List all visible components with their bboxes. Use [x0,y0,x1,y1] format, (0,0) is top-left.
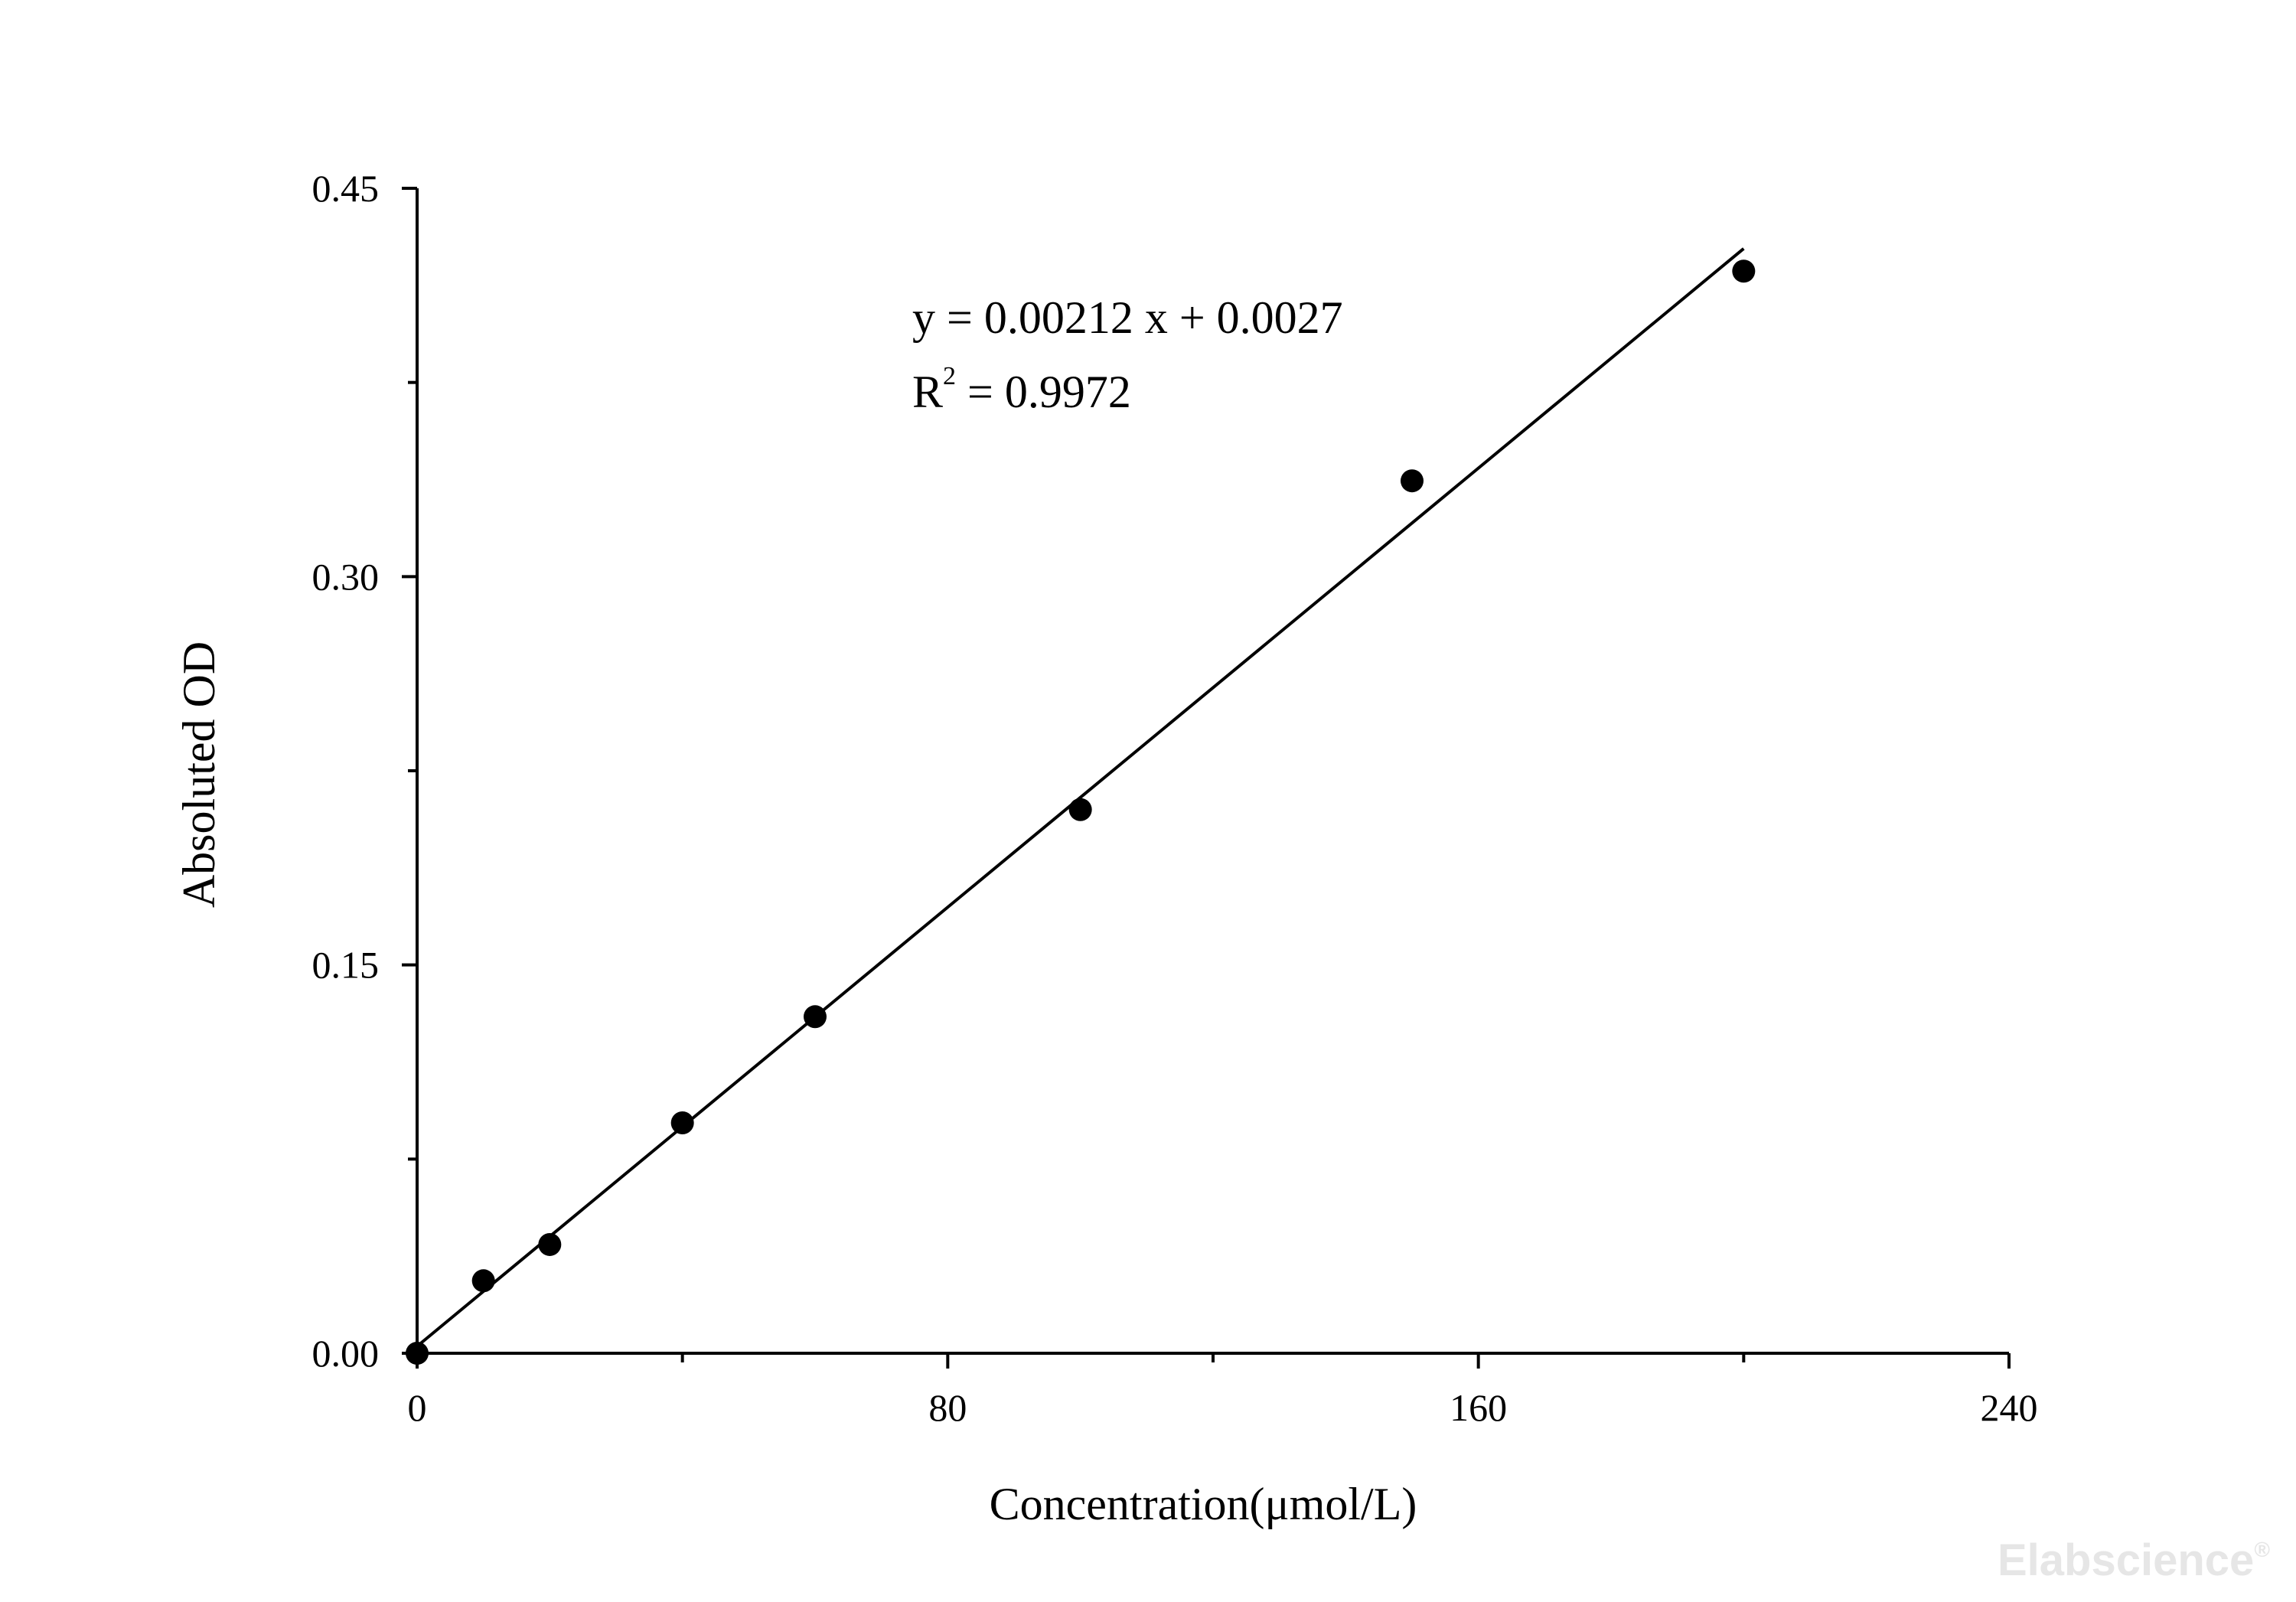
data-point [1732,259,1756,283]
watermark-registered-mark: ® [2254,1538,2270,1561]
y-tick-label: 0.00 [312,1332,380,1375]
fit-layer [416,247,1745,1348]
data-point [1401,469,1424,493]
x-axis-title: Concentration(μmol/L) [990,1479,1417,1529]
data-point [406,1342,429,1365]
y-tick-label: 0.30 [312,555,380,598]
data-point [1068,798,1092,821]
data-point [670,1111,694,1134]
x-tick-label: 80 [928,1386,967,1429]
data-point [538,1232,562,1256]
x-tick-label: 240 [1981,1386,2038,1429]
watermark-logo: Elabscience® [1998,1535,2270,1585]
x-tick-label: 160 [1450,1386,1507,1429]
data-point [471,1269,495,1293]
x-tick-label: 0 [408,1386,427,1429]
data-point [804,1005,827,1029]
watermark-text: Elabscience [1998,1535,2254,1585]
y-tick-label: 0.45 [312,167,380,210]
y-tick-label: 0.15 [312,944,380,987]
r-squared-text: R2 = 0.9972 [912,362,1131,417]
fit-line [416,247,1745,1348]
y-axis-title: Absoluted OD [174,641,224,908]
axes [416,188,2009,1355]
data-points [406,259,1756,1365]
r-squared-superscript: 2 [943,362,956,390]
equation-text: y = 0.00212 x + 0.0027 [912,292,1343,343]
r-squared-prefix: R [912,367,943,417]
r-squared-value: = 0.9972 [956,367,1131,417]
ticks: 0 80 160 240 0.00 0.15 0.30 0.45 [312,167,2038,1429]
